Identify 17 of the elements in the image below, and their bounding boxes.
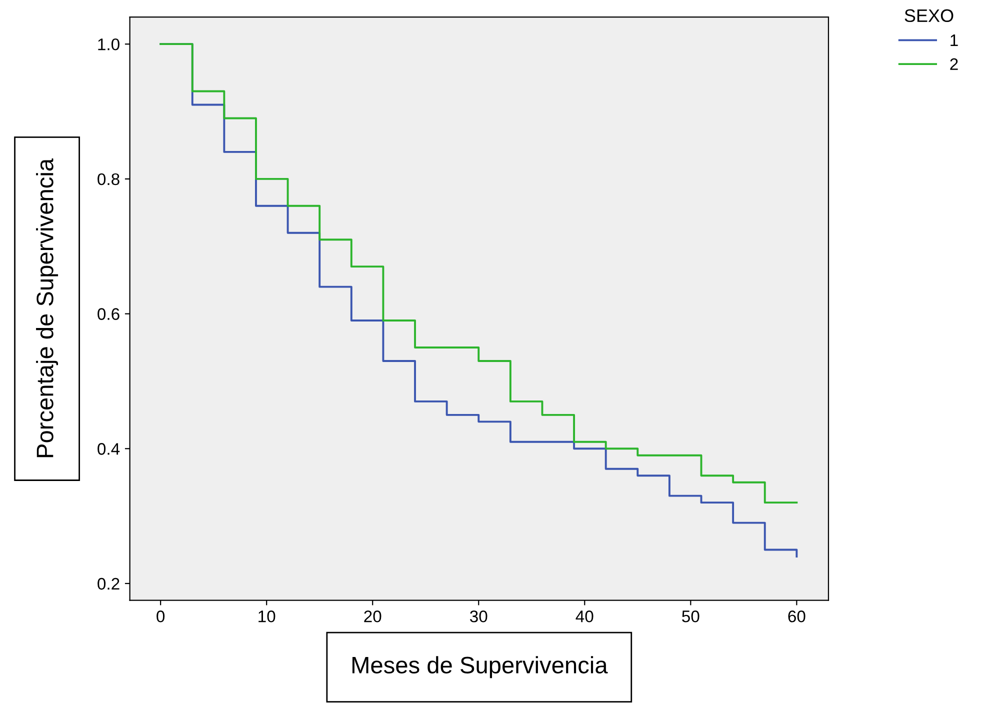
y-tick-label: 0.8 — [98, 173, 120, 186]
x-tick-label: 10 — [258, 610, 276, 622]
y-tick-label: 0.4 — [98, 443, 120, 455]
x-axis-title: Meses de Supervivencia — [352, 656, 608, 678]
x-tick-label: 30 — [470, 610, 488, 622]
y-tick-label: 0.2 — [98, 578, 120, 590]
y-axis-title: Porcentaje de Supervivencia — [36, 158, 58, 458]
x-tick-label: 50 — [682, 610, 700, 622]
x-tick-label: 40 — [576, 610, 594, 622]
legend-label: 2 — [950, 58, 958, 70]
legend-label: 1 — [950, 34, 958, 46]
x-tick-label: 60 — [788, 610, 806, 622]
y-tick-label: 1.0 — [98, 38, 120, 50]
legend-title: SEXO — [904, 9, 954, 22]
y-tick-label: 0.6 — [98, 308, 120, 320]
x-tick-label: 20 — [364, 610, 382, 622]
x-tick-label: 0 — [156, 610, 165, 622]
